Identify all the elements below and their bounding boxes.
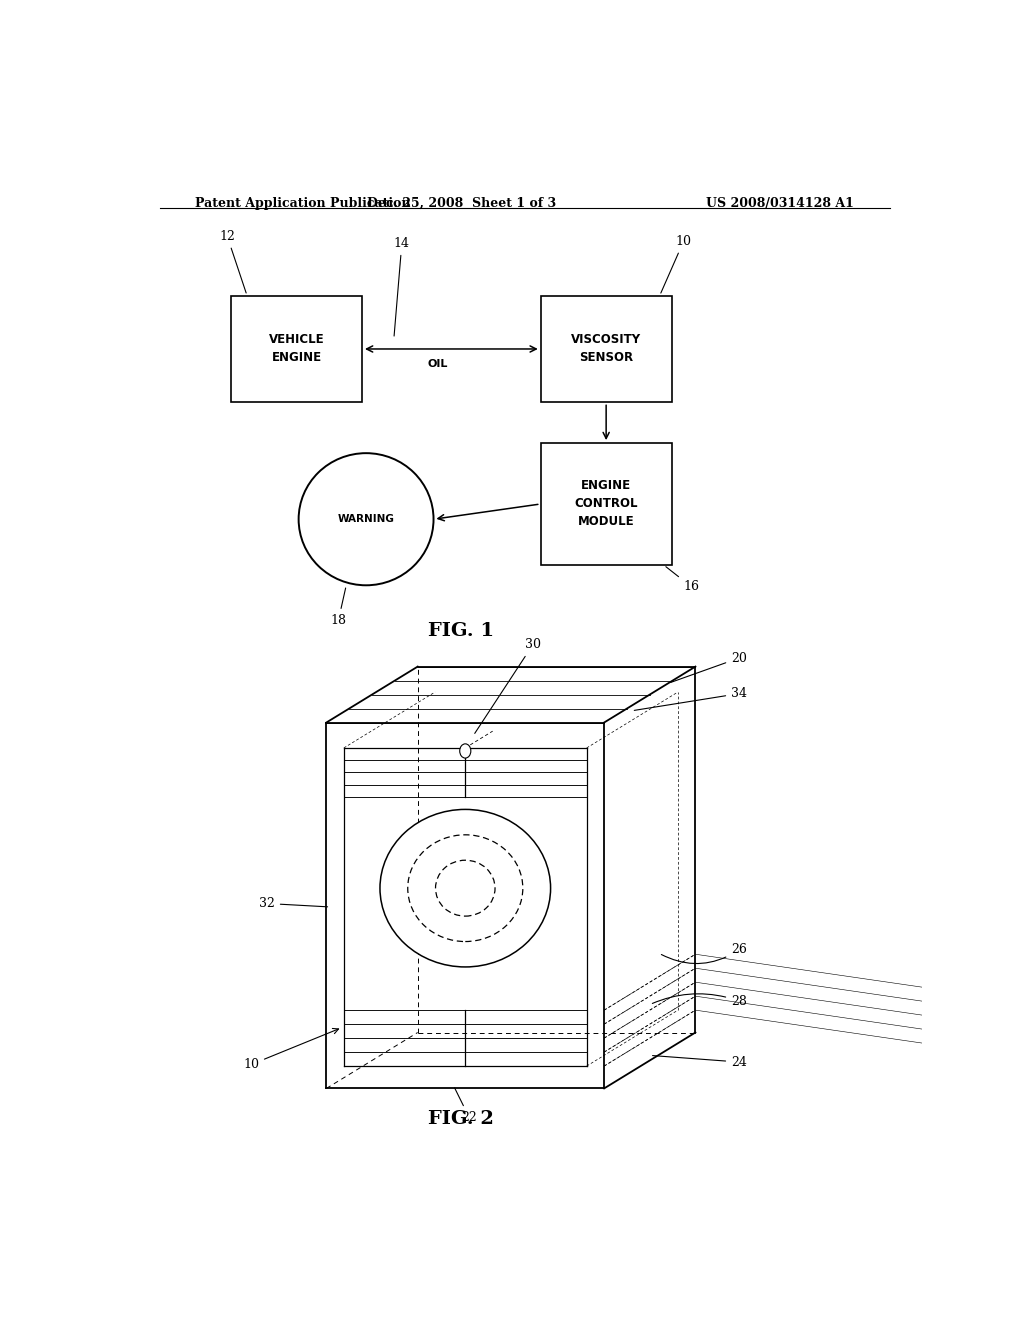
Text: WARNING: WARNING	[338, 515, 394, 524]
Ellipse shape	[299, 453, 433, 585]
Text: 16: 16	[666, 566, 699, 594]
Text: 18: 18	[331, 587, 346, 627]
Text: Dec. 25, 2008  Sheet 1 of 3: Dec. 25, 2008 Sheet 1 of 3	[367, 197, 556, 210]
Text: 26: 26	[662, 944, 748, 964]
Text: 10: 10	[660, 235, 691, 293]
Text: 20: 20	[671, 652, 748, 682]
Ellipse shape	[380, 809, 551, 968]
Text: 12: 12	[219, 230, 246, 293]
Ellipse shape	[408, 834, 523, 941]
Text: VEHICLE
ENGINE: VEHICLE ENGINE	[269, 334, 325, 364]
Bar	[541, 444, 672, 565]
Text: VISCOSITY
SENSOR: VISCOSITY SENSOR	[571, 334, 641, 364]
Ellipse shape	[435, 861, 495, 916]
Bar	[231, 296, 362, 403]
Text: OIL: OIL	[427, 359, 447, 368]
Text: 28: 28	[652, 994, 748, 1007]
Text: 22: 22	[455, 1088, 477, 1123]
Text: 14: 14	[394, 236, 410, 337]
Text: FIG. 1: FIG. 1	[428, 622, 495, 640]
Text: ENGINE
CONTROL
MODULE: ENGINE CONTROL MODULE	[574, 479, 638, 528]
Text: FIG. 2: FIG. 2	[428, 1110, 495, 1127]
Bar	[541, 296, 672, 403]
Circle shape	[460, 744, 471, 758]
Text: US 2008/0314128 A1: US 2008/0314128 A1	[707, 197, 854, 210]
Text: Patent Application Publication: Patent Application Publication	[196, 197, 411, 210]
Text: 34: 34	[634, 688, 748, 710]
Text: 32: 32	[259, 898, 328, 909]
Text: 10: 10	[243, 1028, 339, 1071]
Text: 24: 24	[652, 1056, 748, 1068]
Text: 30: 30	[475, 639, 541, 734]
